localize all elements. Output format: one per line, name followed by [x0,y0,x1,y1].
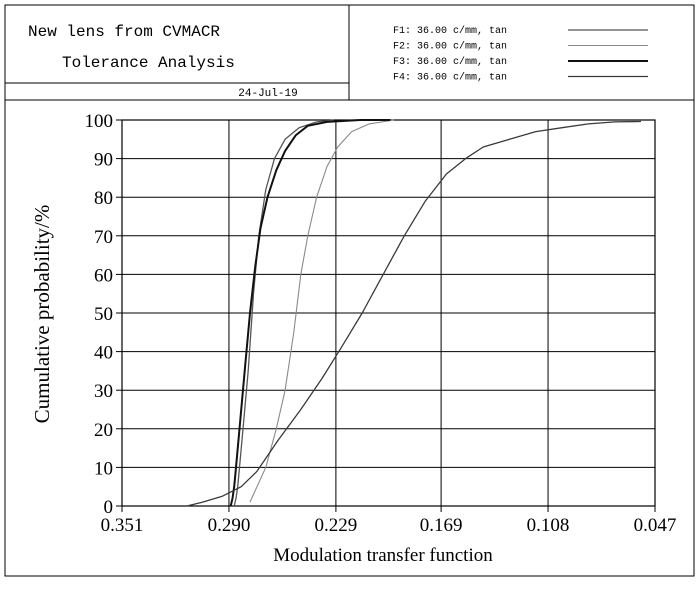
header-date: 24-Jul-19 [238,88,297,100]
y-tick-label: 0 [104,497,114,518]
y-tick-label: 20 [94,420,113,441]
x-tick-label: 0.229 [315,515,358,536]
x-tick-label: 0.351 [101,515,144,536]
y-tick-label: 80 [94,188,113,209]
x-tick-label: 0.290 [208,515,251,536]
y-tick-label: 100 [85,111,114,132]
x-axis-label: Modulation transfer function [273,545,493,566]
y-tick-label: 60 [94,265,113,286]
y-axis-label: Cumulative probability/% [30,205,54,424]
y-tick-label: 50 [94,304,113,325]
x-tick-label: 0.108 [527,515,570,536]
legend-label: F1: 36.00 c/mm, tan [393,25,507,37]
y-tick-label: 40 [94,343,113,364]
x-tick-label: 0.047 [634,515,677,536]
plot-area: 0 10 20 30 40 50 60 70 80 90 100 0.351 0.290 0.229 0.1… [85,111,677,536]
legend-label: F4: 36.00 c/mm, tan [393,72,507,84]
series-line-f4 [186,120,642,507]
header-title-line2: Tolerance Analysis [62,54,235,72]
series-line-f3 [229,119,391,507]
x-tick-label: 0.169 [420,515,463,536]
legend: F1: 36.00 c/mm, tan F2: 36.00 c/mm, tan F3… [393,25,648,84]
y-tick-label: 10 [94,458,113,479]
legend-label: F2: 36.00 c/mm, tan [393,41,507,53]
y-tick-label: 90 [94,150,113,171]
series-line-f2 [249,119,394,503]
y-tick-label: 70 [94,227,113,248]
header-title-line1: New lens from CVMACR [28,23,220,41]
legend-label: F3: 36.00 c/mm, tan [393,56,507,68]
y-tick-label: 30 [94,381,113,402]
